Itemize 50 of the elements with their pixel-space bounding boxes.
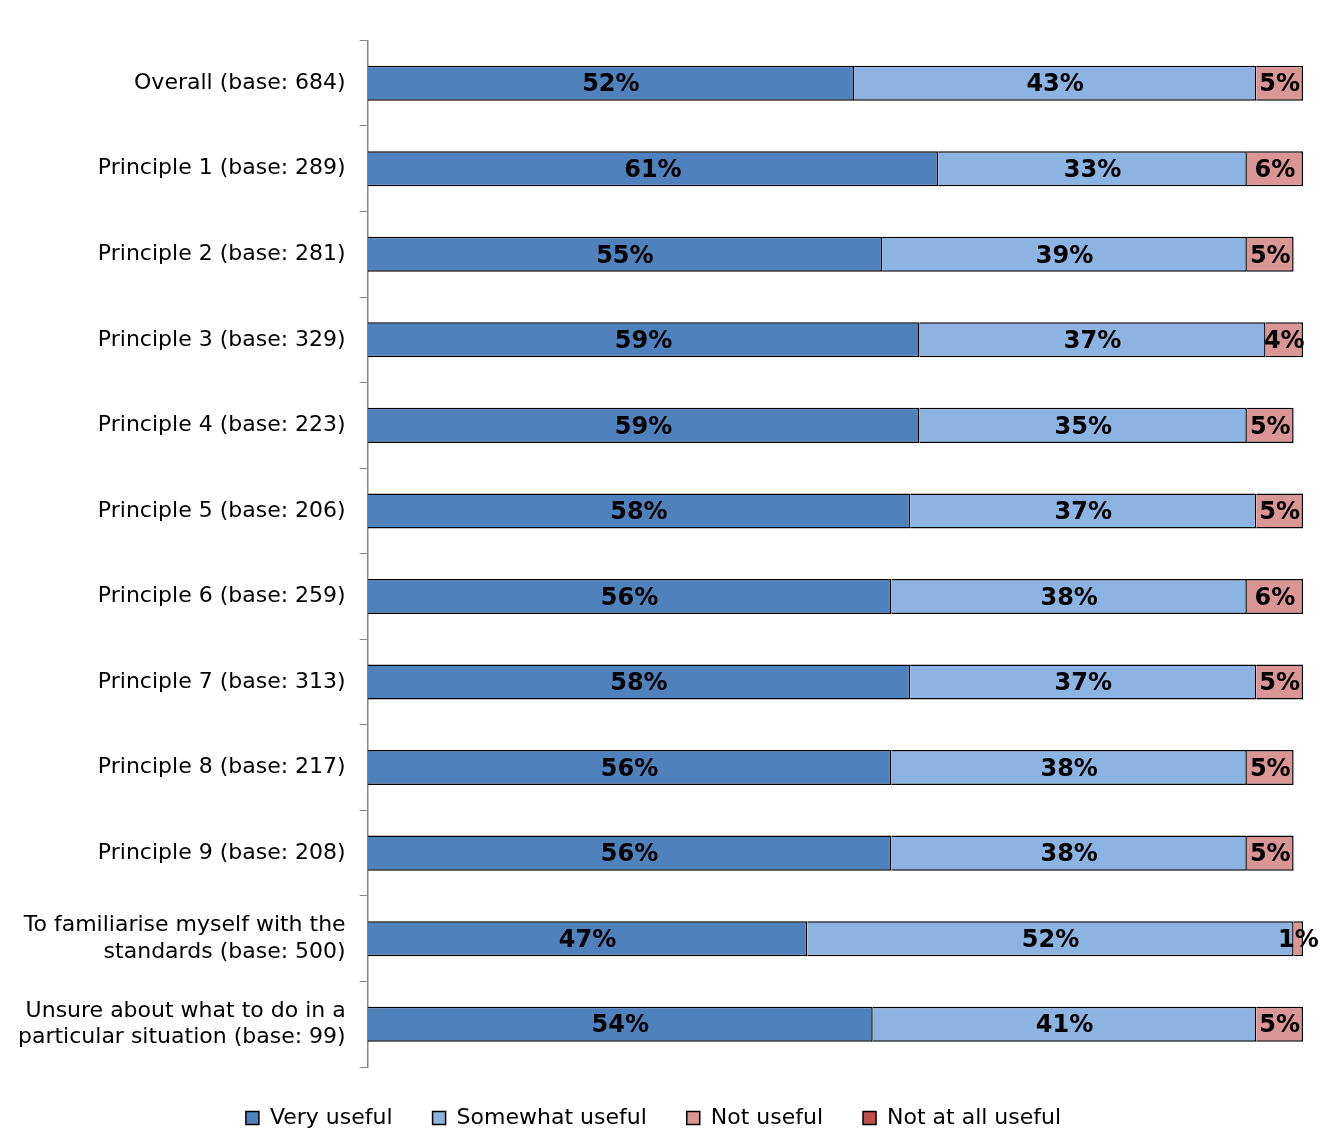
- data-label: 38%: [1040, 753, 1098, 782]
- data-label: 37%: [1063, 326, 1122, 355]
- y-tick-label: Principle 4 (base: 223): [97, 411, 346, 437]
- data-label: 5%: [1259, 497, 1300, 526]
- y-tick-label: Principle 1 (base: 289): [97, 154, 346, 180]
- data-label: 47%: [558, 924, 617, 953]
- data-label: 43%: [1026, 69, 1084, 98]
- data-label: 52%: [582, 69, 640, 98]
- legend-label: Very useful: [269, 1103, 393, 1129]
- data-label: 54%: [591, 1010, 649, 1039]
- y-tick-label: Principle 2 (base: 281): [97, 239, 346, 265]
- data-label: 35%: [1054, 411, 1112, 440]
- y-tick-label: Principle 3 (base: 329): [97, 325, 346, 351]
- data-label: 58%: [610, 497, 668, 526]
- y-tick-label: To familiarise myself with the standards (base: 500): [22, 911, 346, 963]
- data-label: 6%: [1254, 154, 1296, 183]
- data-label: 5%: [1249, 411, 1291, 440]
- data-label: 41%: [1035, 1010, 1094, 1039]
- data-label: 61%: [624, 154, 682, 183]
- data-label: 52%: [1021, 924, 1080, 953]
- y-tick-label: Principle 9 (base: 208): [97, 838, 346, 864]
- y-tick-label: Principle 8 (base: 217): [97, 753, 346, 779]
- legend-label: Not useful: [710, 1103, 824, 1129]
- data-label: 5%: [1259, 69, 1300, 98]
- data-label: 59%: [614, 326, 673, 355]
- data-label: 39%: [1035, 240, 1094, 269]
- legend-label: Somewhat useful: [456, 1103, 647, 1129]
- data-label: 58%: [610, 668, 668, 697]
- data-label: 5%: [1259, 668, 1300, 697]
- data-label: 33%: [1063, 154, 1122, 183]
- data-label: 38%: [1040, 839, 1098, 868]
- data-label: 37%: [1054, 497, 1112, 526]
- data-label: 59%: [614, 411, 673, 440]
- data-label: 5%: [1249, 240, 1291, 269]
- data-label: 37%: [1054, 668, 1112, 697]
- data-label: 6%: [1254, 582, 1296, 611]
- data-label: 56%: [600, 839, 659, 868]
- data-label: 5%: [1249, 839, 1291, 868]
- y-tick-label: Principle 5 (base: 206): [97, 496, 346, 522]
- data-label: 56%: [600, 582, 659, 611]
- y-tick-label: Unsure about what to do in a particular situation (base: 99): [18, 996, 346, 1049]
- y-tick-label: Principle 6 (base: 259): [97, 582, 346, 608]
- data-label: 38%: [1040, 582, 1098, 611]
- data-label: 5%: [1259, 1010, 1300, 1039]
- data-label: 55%: [596, 240, 654, 269]
- y-tick-label: Overall (base: 684): [134, 68, 346, 94]
- legend-label: Not at all useful: [887, 1103, 1062, 1129]
- y-tick-label: Principle 7 (base: 313): [97, 667, 346, 693]
- data-label: 5%: [1249, 753, 1291, 782]
- data-label: 56%: [600, 753, 659, 782]
